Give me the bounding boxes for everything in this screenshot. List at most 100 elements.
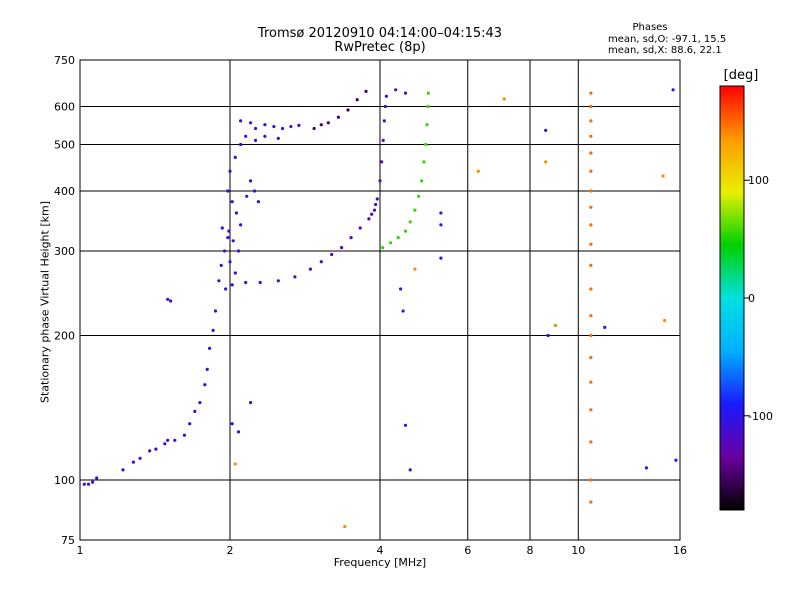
data-point (420, 179, 424, 183)
data-point (308, 267, 312, 271)
data-point (217, 279, 221, 283)
data-point (163, 442, 167, 446)
grid-lines (80, 60, 680, 540)
data-point (169, 299, 173, 303)
x-tick-label: 10 (571, 544, 585, 557)
data-point (589, 314, 593, 318)
data-point (346, 108, 350, 112)
data-point (663, 318, 667, 323)
data-point (263, 123, 267, 127)
data-point (230, 422, 234, 426)
data-point (236, 249, 241, 253)
data-point (244, 280, 248, 285)
data-point (166, 297, 170, 301)
data-point (589, 380, 593, 384)
data-point (381, 246, 385, 250)
data-point (372, 208, 377, 212)
data-point (253, 126, 258, 131)
data-point (131, 460, 135, 464)
x-tick-label: 4 (377, 544, 384, 557)
data-point (213, 309, 218, 313)
data-point (403, 423, 408, 427)
x-tick-label: 16 (673, 544, 687, 557)
data-point (258, 280, 262, 285)
data-point (239, 223, 243, 227)
data-point (439, 256, 443, 260)
data-point (422, 160, 426, 164)
data-point (226, 236, 230, 240)
chart-subtitle: RwPretec (8p) (334, 40, 426, 55)
data-point (378, 179, 382, 183)
data-point (220, 226, 224, 230)
data-point (389, 241, 393, 245)
y-tick-label: 600 (54, 101, 75, 114)
data-point (408, 468, 412, 472)
data-point (319, 260, 323, 264)
data-point (589, 151, 593, 155)
data-point (293, 275, 297, 279)
data-point (589, 134, 593, 138)
data-point (231, 239, 235, 243)
data-point (403, 91, 408, 95)
data-point (226, 189, 230, 193)
data-point (276, 279, 280, 283)
data-point (367, 217, 371, 221)
data-point (230, 283, 234, 287)
data-point (233, 271, 237, 275)
data-point (384, 94, 388, 98)
data-point (239, 142, 243, 147)
data-point (148, 449, 152, 453)
data-point (208, 346, 212, 350)
data-point (82, 482, 86, 486)
data-point (375, 197, 379, 201)
data-point (589, 223, 593, 227)
data-point (355, 98, 359, 102)
data-points (82, 88, 678, 529)
x-axis-label: Frequency [MHz] (333, 556, 427, 569)
phase-stats-o: mean, sd,O: -97.1, 15.5 (608, 34, 727, 45)
data-point (364, 89, 368, 93)
data-point (245, 194, 249, 198)
data-point (326, 121, 330, 125)
colorbar-ticks: 100 0 -100 (744, 174, 773, 423)
data-point (249, 121, 253, 125)
data-point (263, 134, 267, 138)
data-point (589, 333, 593, 338)
data-point (227, 229, 231, 233)
data-point (589, 287, 593, 291)
data-point (589, 189, 593, 193)
data-point (253, 138, 258, 142)
data-point (553, 323, 558, 327)
data-point (219, 263, 223, 267)
data-point (234, 211, 238, 215)
data-point (426, 104, 430, 109)
data-point (182, 433, 186, 437)
data-point (644, 466, 649, 470)
data-point (589, 169, 593, 173)
data-point (476, 169, 480, 173)
data-point (330, 252, 334, 257)
data-point (249, 179, 253, 183)
data-point (396, 236, 400, 240)
data-point (589, 500, 593, 504)
data-point (228, 169, 232, 173)
data-point (374, 202, 378, 207)
data-point (439, 223, 443, 227)
data-point (502, 97, 506, 101)
data-point (394, 88, 398, 92)
data-point (589, 104, 593, 109)
data-point (589, 478, 593, 482)
data-point (426, 91, 430, 95)
data-point (198, 401, 202, 405)
data-point (121, 468, 125, 472)
data-point (589, 91, 593, 95)
y-tick-label: 200 (54, 330, 75, 343)
data-point (546, 333, 550, 338)
data-point (370, 212, 374, 216)
data-point (224, 287, 228, 291)
colorbar (719, 85, 745, 511)
data-point (589, 355, 593, 360)
data-point (211, 328, 215, 332)
data-point (281, 126, 285, 131)
